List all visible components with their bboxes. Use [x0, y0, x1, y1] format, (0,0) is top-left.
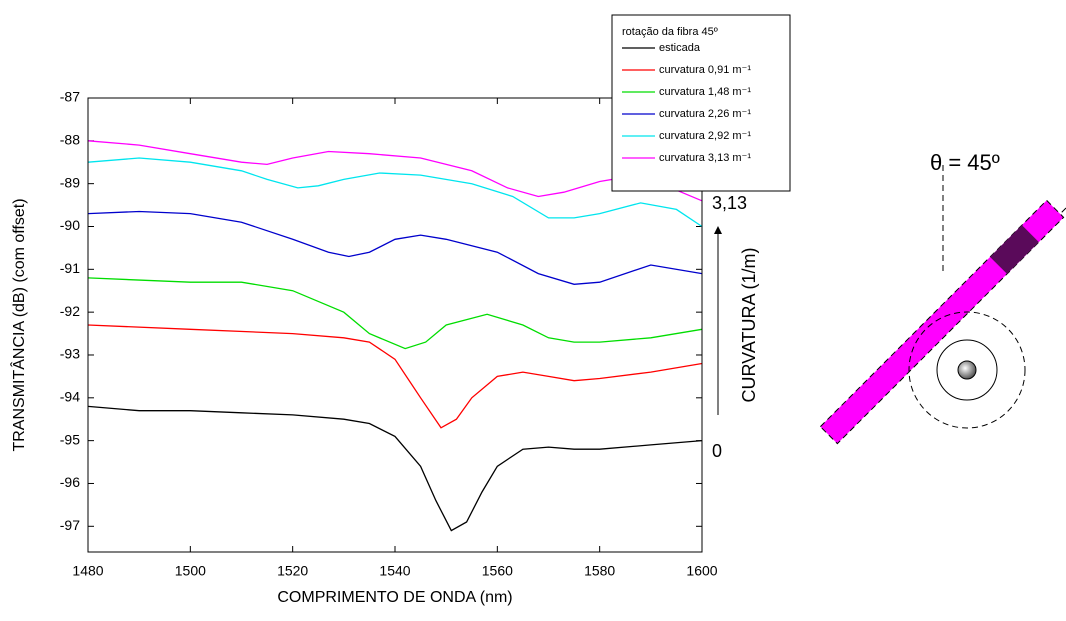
y-tick-label: -93 — [60, 346, 80, 362]
y-tick-label: -92 — [60, 303, 80, 319]
y-tick-label: -90 — [60, 217, 80, 233]
y-tick-label: -95 — [60, 431, 80, 447]
fiber-segment — [990, 225, 1039, 274]
fiber-core — [957, 360, 977, 380]
y-tick-label: -89 — [60, 174, 80, 190]
x-tick-label: 1600 — [686, 563, 717, 579]
x-tick-label: 1480 — [72, 563, 103, 579]
y-tick-label: -88 — [60, 132, 80, 148]
legend-entry: curvatura 3,13 m⁻¹ — [659, 152, 751, 164]
fiber-diagram: θ = 45º — [819, 150, 1066, 445]
legend-box — [611, 14, 791, 192]
y-axis-label: TRANSMITÂNCIA (dB) (com offset) — [9, 198, 28, 451]
legend-entry: curvatura 2,92 m⁻¹ — [659, 130, 751, 142]
axis-line — [1057, 207, 1066, 217]
plot-frame — [87, 97, 703, 553]
y-tick-label: -97 — [60, 517, 80, 533]
x-tick-label: 1500 — [175, 563, 206, 579]
x-tick-label: 1580 — [584, 563, 615, 579]
legend-entry: curvatura 2,26 m⁻¹ — [659, 108, 751, 120]
legend: rotação da fibra 45º esticada curvatura 0,… — [611, 14, 791, 192]
annotation: 0 — [712, 441, 722, 461]
legend-entry: curvatura 1,48 m⁻¹ — [659, 86, 751, 98]
series-line — [87, 324, 703, 429]
annotation: 3,13 — [712, 193, 747, 213]
annotation: CURVATURA (1/m) — [739, 247, 759, 402]
y-tick-label: -96 — [60, 474, 80, 490]
series-line — [87, 210, 703, 285]
series-line — [87, 140, 703, 202]
series-line — [87, 157, 703, 228]
y-tick-label: -94 — [60, 389, 80, 405]
series-line — [87, 405, 703, 532]
x-tick-label: 1560 — [482, 563, 513, 579]
annotation: θ = 45º — [930, 150, 1000, 175]
x-axis-label: COMPRIMENTO DE ONDA (nm) — [277, 589, 512, 606]
series-line — [87, 277, 703, 350]
x-tick-label: 1540 — [379, 563, 410, 579]
y-tick-label: -91 — [60, 260, 80, 276]
y-tick-label: -87 — [60, 89, 80, 105]
legend-entry: esticada — [659, 42, 701, 54]
legend-entry: curvatura 0,91 m⁻¹ — [659, 64, 751, 76]
cladding-outline — [908, 311, 1026, 429]
x-tick-label: 1520 — [277, 563, 308, 579]
legend-title: rotação da fibra 45º — [622, 26, 718, 38]
